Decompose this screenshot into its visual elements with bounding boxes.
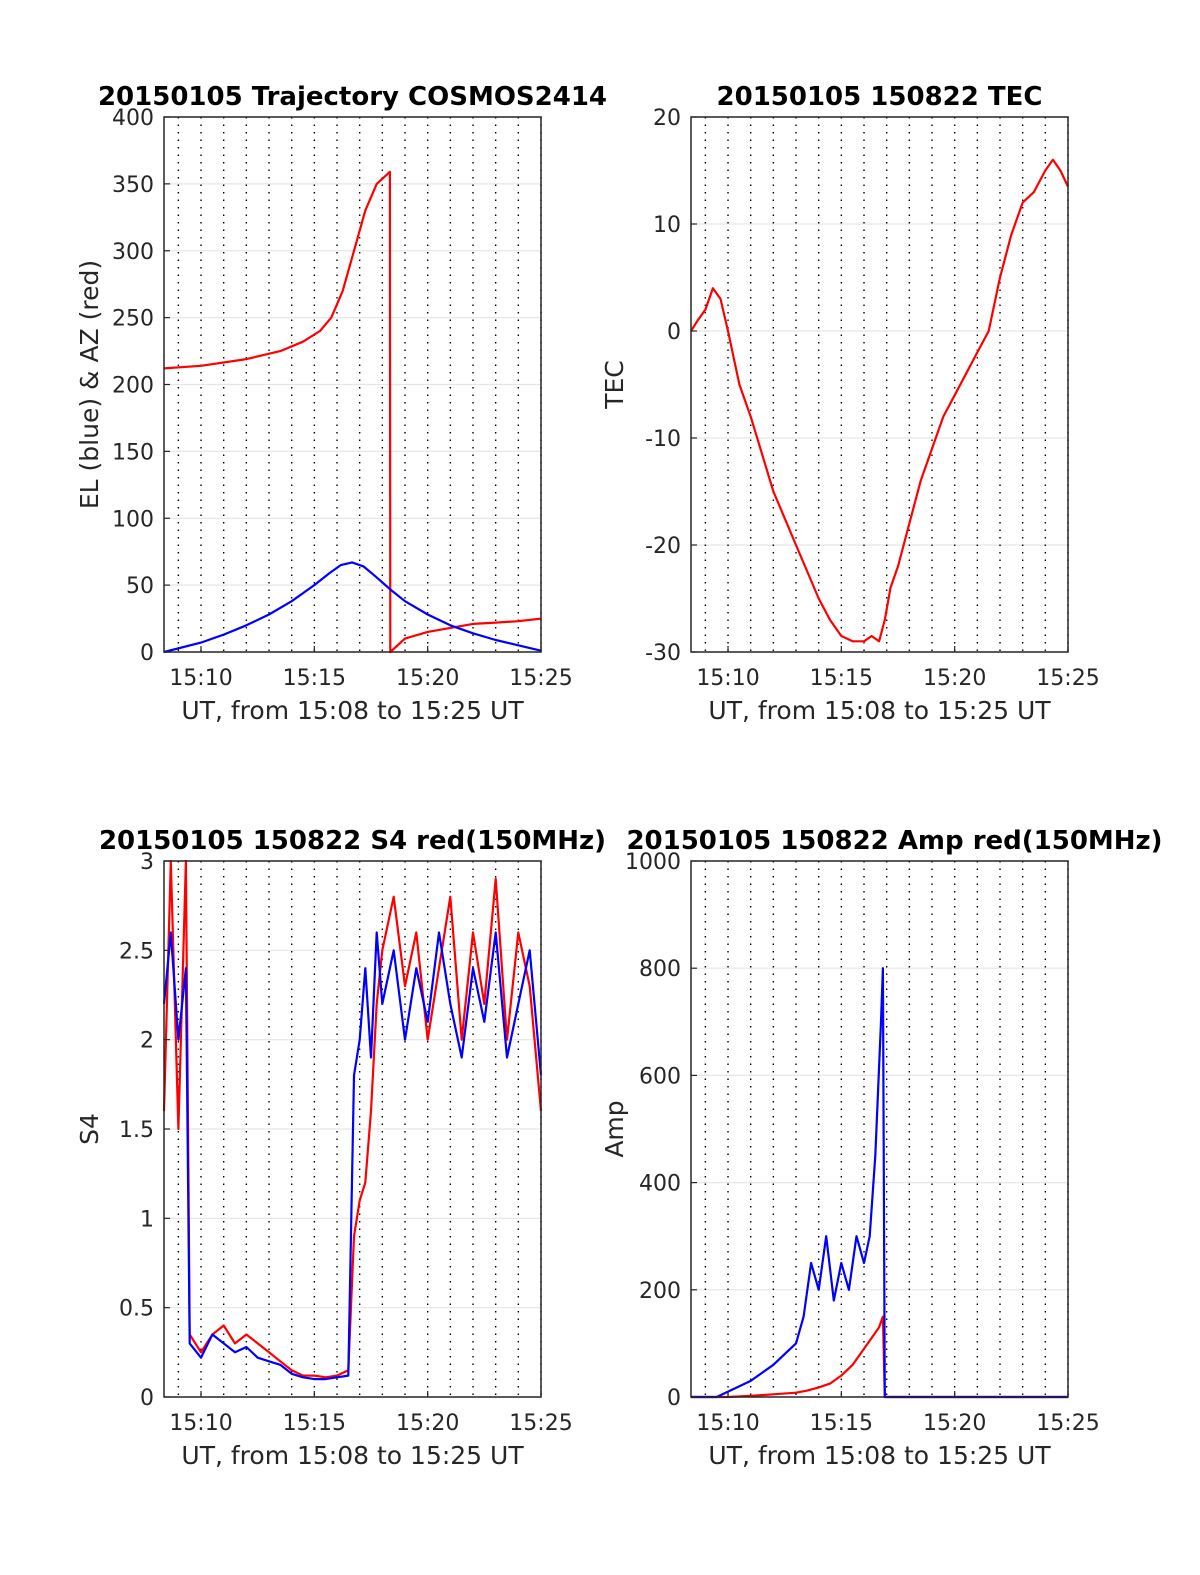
y-tick-label: 200	[112, 374, 154, 399]
series-line-1	[163, 170, 542, 654]
x-axis-label: UT, from 15:08 to 15:25 UT	[181, 1441, 524, 1470]
x-tick-label: 15:20	[923, 666, 986, 691]
x-tick-label: 15:10	[696, 666, 759, 691]
y-tick-label: 100	[112, 507, 154, 532]
y-axis-label: S4	[75, 1113, 104, 1145]
x-tick-label: 15:25	[1036, 1411, 1099, 1436]
x-tick-label: 15:15	[283, 1411, 346, 1436]
axes-box	[690, 116, 1069, 653]
x-tick-label: 15:10	[169, 666, 232, 691]
series-line-1	[690, 158, 1069, 643]
x-tick-label: 15:15	[283, 666, 346, 691]
y-tick-label: 300	[112, 240, 154, 265]
x-tick-label: 15:10	[696, 1411, 759, 1436]
x-tick-label: 15:25	[509, 666, 572, 691]
y-tick-label: 800	[639, 957, 681, 982]
y-tick-label: -30	[645, 641, 681, 666]
x-tick-label: 15:10	[169, 1411, 232, 1436]
y-tick-label: 3	[140, 850, 154, 875]
y-tick-label: 250	[112, 307, 154, 332]
y-tick-label: 350	[112, 173, 154, 198]
x-tick-label: 15:20	[923, 1411, 986, 1436]
x-axis-label: UT, from 15:08 to 15:25 UT	[708, 696, 1051, 725]
x-tick-label: 15:20	[396, 1411, 459, 1436]
x-tick-label: 15:20	[396, 666, 459, 691]
series-line-2	[163, 561, 542, 654]
y-tick-label: 1000	[625, 850, 681, 875]
series-line-2	[162, 931, 543, 1381]
y-tick-label: 0	[667, 320, 681, 345]
y-tick-label: 400	[112, 106, 154, 131]
y-tick-label: 600	[639, 1064, 681, 1089]
y-axis-label: EL (blue) & AZ (red)	[75, 260, 104, 509]
x-tick-label: 15:25	[1036, 666, 1099, 691]
y-tick-label: 0	[140, 641, 154, 666]
x-axis-label: UT, from 15:08 to 15:25 UT	[708, 1441, 1051, 1470]
plot-area	[691, 117, 1068, 652]
y-tick-label: -10	[645, 427, 681, 452]
y-tick-label: 10	[653, 213, 681, 238]
y-tick-label: 0	[140, 1386, 154, 1411]
chart-panel-3: 0 0.5 1 1.5 2 2.5 3 15:10 15:15 15:20 15:25 UT, fro…	[75, 826, 606, 1470]
chart-panel-4: 0 200 400 600 800 1000 15:10 15:15 15:20 15:25 UT,…	[600, 826, 1163, 1470]
y-tick-label: 0	[667, 1386, 681, 1411]
chart-title: 20150105 150822 S4 red(150MHz)	[99, 826, 606, 856]
y-tick-label: 2.5	[119, 939, 154, 964]
y-tick-label: 150	[112, 440, 154, 465]
x-axis-label: UT, from 15:08 to 15:25 UT	[181, 696, 524, 725]
x-tick-label: 15:25	[509, 1411, 572, 1436]
chart-title: 20150105 150822 TEC	[717, 82, 1043, 112]
y-tick-label: -20	[645, 534, 681, 559]
y-tick-label: 20	[653, 106, 681, 131]
y-tick-label: 1	[140, 1207, 154, 1232]
series-line-1	[162, 859, 543, 1379]
y-tick-label: 0.5	[119, 1297, 154, 1322]
y-tick-label: 50	[126, 574, 154, 599]
x-tick-label: 15:15	[810, 666, 873, 691]
x-tick-label: 15:15	[810, 1411, 873, 1436]
y-tick-label: 2	[140, 1029, 154, 1054]
y-tick-label: 400	[639, 1172, 681, 1197]
chart-title: 20150105 Trajectory COSMOS2414	[98, 82, 607, 112]
y-tick-label: 200	[639, 1279, 681, 1304]
chart-panel-2: -30 -20 -10 0 10 20 15:10 15:15 15:20 15:25 UT, fr…	[600, 82, 1100, 725]
y-axis-label: TEC	[600, 360, 629, 410]
plot-area	[691, 861, 1068, 1397]
axes-box	[690, 860, 1069, 1398]
y-tick-label: 1.5	[119, 1118, 154, 1143]
y-axis-label: Amp	[600, 1100, 629, 1157]
chart-title: 20150105 150822 Amp red(150MHz)	[626, 826, 1162, 856]
chart-panel-1: 0 50 100 150 200 250 300 350 400 15:10 15:15 15:20 1…	[75, 82, 607, 725]
